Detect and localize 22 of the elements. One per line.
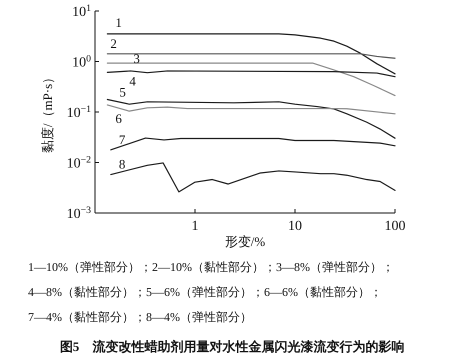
series-label: 4 bbox=[129, 73, 136, 88]
x-tick-label: 100 bbox=[384, 219, 406, 234]
series-label: 3 bbox=[133, 51, 140, 66]
text: 图5 流变改性蜡助剂用量对水性金属闪光漆流变行为的影响 bbox=[60, 339, 404, 354]
y-tick-label: 10$^{0}$ bbox=[72, 53, 92, 70]
text: 7—4%（黏性部分）；8—4%（弹性部分） bbox=[28, 310, 252, 324]
series-label: 8 bbox=[118, 156, 126, 172]
text: 4—8%（黏性部分）；5—6%（弹性部分）；6—6%（黏性部分）； bbox=[28, 285, 382, 299]
series-label: 7 bbox=[118, 132, 126, 147]
y-axis-title: 黏度/（mP·s） bbox=[40, 70, 55, 154]
y-tick-label: 10$^{−3}$ bbox=[66, 204, 92, 222]
x-tick-label: 10 bbox=[288, 219, 302, 234]
text: 1—10%（弹性部分）；2—10%（黏性部分）；3—8%（弹性部分）； bbox=[28, 260, 394, 274]
series-label: 2 bbox=[110, 36, 117, 51]
x-tick-label: 1 bbox=[192, 219, 198, 234]
series-label: 5 bbox=[119, 84, 126, 100]
series-label: 6 bbox=[115, 110, 122, 126]
y-tick-label: 10$^{1}$ bbox=[72, 2, 92, 20]
y-tick-label: 10$^{−1}$ bbox=[66, 104, 92, 121]
y-tick-label: 10$^{−2}$ bbox=[66, 154, 92, 172]
series-label: 1 bbox=[115, 14, 122, 30]
x-axis-title: 形变/% bbox=[224, 234, 266, 249]
